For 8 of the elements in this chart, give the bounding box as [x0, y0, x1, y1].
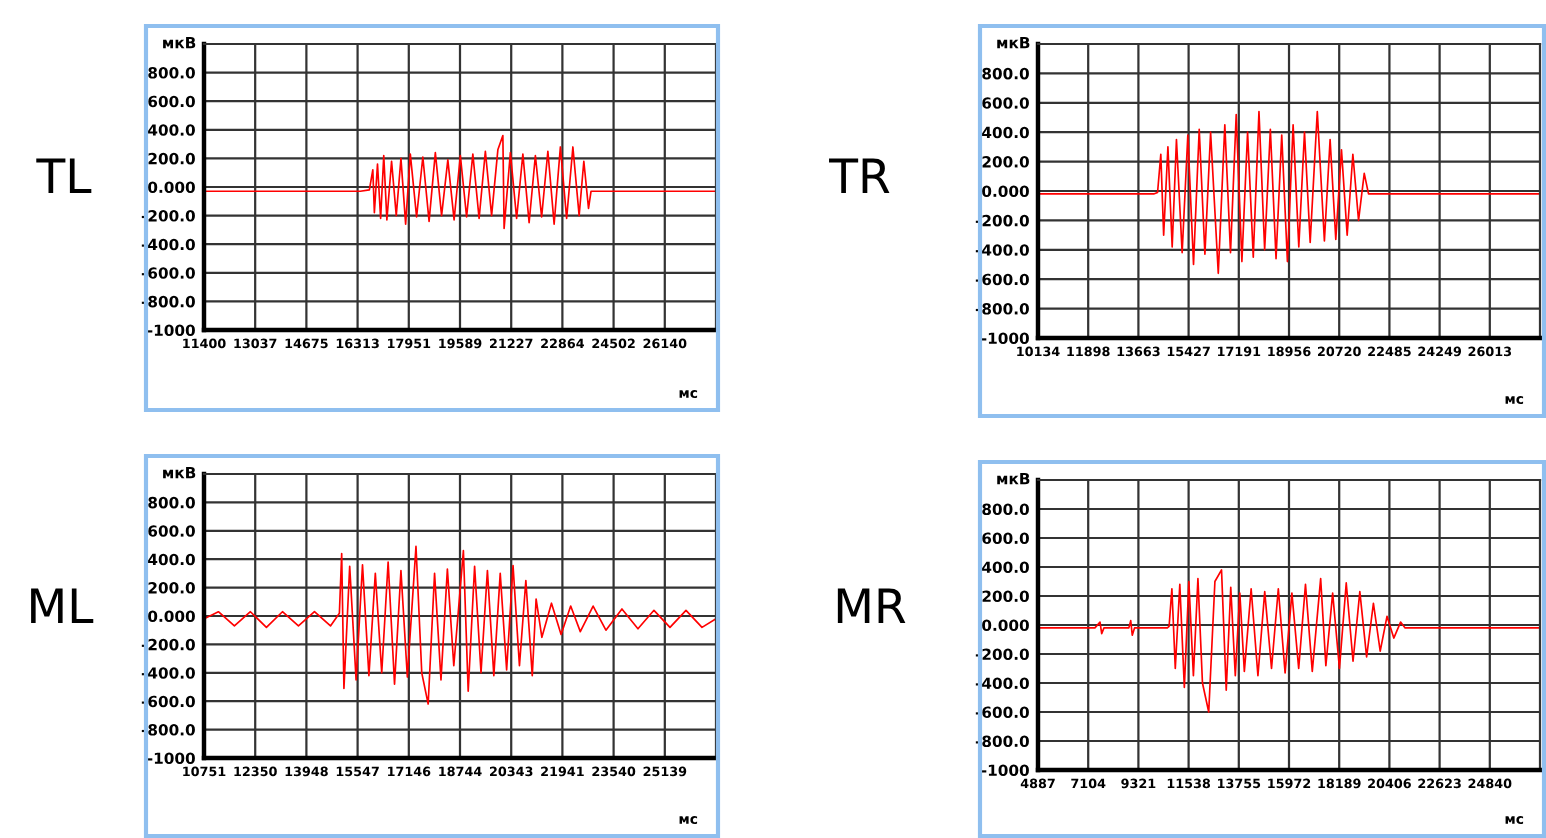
text: MR	[837, 588, 906, 624]
line-series	[1038, 569, 1540, 713]
text: ML	[31, 588, 94, 624]
line-series	[1038, 110, 1540, 275]
text: TR	[829, 158, 890, 194]
text: TL	[36, 158, 92, 194]
line-series	[204, 134, 716, 230]
line-series	[204, 545, 716, 705]
